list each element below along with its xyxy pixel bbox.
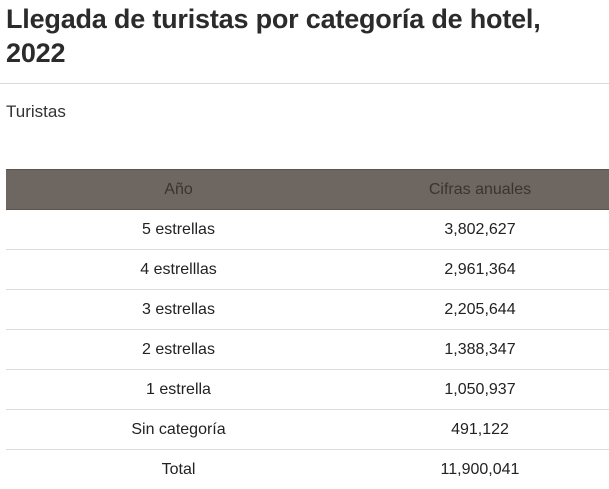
- row-category: Total: [6, 450, 351, 489]
- table-row-total: Total 11,900,041: [6, 450, 609, 489]
- row-category: 5 estrellas: [6, 210, 351, 250]
- chart-title: Llegada de turistas por categoría de hot…: [6, 2, 606, 70]
- row-category: 4 estrelllas: [6, 250, 351, 290]
- row-value: 2,961,364: [351, 250, 609, 290]
- table-row: Sin categoría 491,122: [6, 410, 609, 450]
- row-category: 3 estrellas: [6, 290, 351, 330]
- table-row: 5 estrellas 3,802,627: [6, 210, 609, 250]
- row-value: 1,050,937: [351, 370, 609, 410]
- data-table: Año Cifras anuales 5 estrellas 3,802,627…: [6, 169, 609, 489]
- chart-subtitle: Turistas: [6, 101, 66, 123]
- row-value: 2,205,644: [351, 290, 609, 330]
- row-category: Sin categoría: [6, 410, 351, 450]
- table-row: 4 estrelllas 2,961,364: [6, 250, 609, 290]
- row-category: 2 estrellas: [6, 330, 351, 370]
- table-row: 3 estrellas 2,205,644: [6, 290, 609, 330]
- table-row: 1 estrella 1,050,937: [6, 370, 609, 410]
- row-value: 11,900,041: [351, 450, 609, 489]
- row-category: 1 estrella: [6, 370, 351, 410]
- table-header-row: Año Cifras anuales: [6, 170, 609, 210]
- row-value: 491,122: [351, 410, 609, 450]
- title-divider: [0, 83, 609, 84]
- table-row: 2 estrellas 1,388,347: [6, 330, 609, 370]
- column-header-annual-figures: Cifras anuales: [351, 170, 609, 210]
- row-value: 1,388,347: [351, 330, 609, 370]
- column-header-year: Año: [6, 170, 351, 210]
- row-value: 3,802,627: [351, 210, 609, 250]
